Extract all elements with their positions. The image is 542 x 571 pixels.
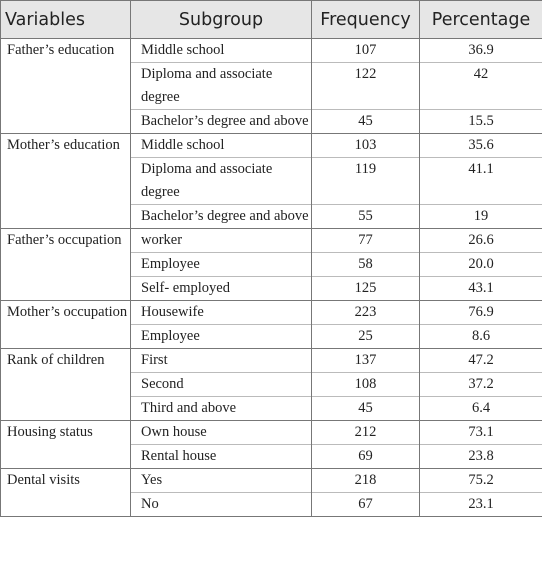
frequency-cell: 103 — [311, 133, 420, 158]
percentage-cell: 23.1 — [419, 492, 542, 517]
table-row: Employee 58 20.0 — [1, 252, 542, 277]
frequency-cell: 125 — [311, 276, 420, 301]
table-row: Housing status Own house 212 73.1 — [0, 420, 542, 469]
frequency-cell: 122 — [311, 62, 420, 110]
percentage-cell: 73.1 — [419, 420, 542, 445]
subgroup-cell: Housewife — [130, 300, 312, 325]
subgroup-cell: Employee — [130, 252, 312, 277]
variable-cell: Father’s education — [0, 38, 131, 134]
subgroup-cell: Employee — [130, 324, 312, 349]
percentage-cell: 26.6 — [419, 228, 542, 253]
subgroup-cell: Own house — [130, 420, 312, 445]
frequency-cell: 107 — [311, 38, 420, 63]
header-cell: Subgroup — [130, 0, 312, 39]
percentage-cell: 76.9 — [419, 300, 542, 325]
frequency-cell: 25 — [311, 324, 420, 349]
table-row: Employee 25 8.6 — [1, 324, 542, 349]
subgroup-cell: Third and above — [130, 396, 312, 421]
percentage-cell: 20.0 — [419, 252, 542, 277]
frequency-cell: 218 — [311, 468, 420, 493]
percentage-cell: 42 — [419, 62, 542, 110]
table-row: Bachelor’s degree and above 45 15.5 — [1, 109, 542, 134]
data-table: Variables Subgroup Frequency Percentage … — [0, 0, 542, 517]
percentage-cell: 35.6 — [419, 133, 542, 158]
frequency-cell: 69 — [311, 444, 420, 469]
subgroup-cell: Bachelor’s degree and above — [130, 204, 312, 229]
frequency-cell: 77 — [311, 228, 420, 253]
table-row: Father’s occupation worker 77 26.6 — [0, 228, 542, 301]
percentage-cell: 37.2 — [419, 372, 542, 397]
variable-cell: Rank of children — [0, 348, 131, 421]
percentage-cell: 6.4 — [419, 396, 542, 421]
frequency-cell: 212 — [311, 420, 420, 445]
subgroup-cell: worker — [130, 228, 312, 253]
header-row: Variables Subgroup Frequency Percentage — [0, 0, 542, 39]
table-row: Mother’s education Middle school 103 35.6 — [0, 133, 542, 229]
table-row: No 67 23.1 — [1, 492, 542, 517]
subgroup-cell: Middle school — [130, 133, 312, 158]
subgroup-cell: Self- employed — [130, 276, 312, 301]
table-row: Father’s education Middle school 107 36.9 — [0, 38, 542, 134]
percentage-cell: 19 — [419, 204, 542, 229]
subgroup-cell: Yes — [130, 468, 312, 493]
variable-cell: Mother’s occupation — [0, 300, 131, 349]
table-row: Bachelor’s degree and above 55 19 — [1, 204, 542, 229]
table-row: Diploma and associate degree 119 41.1 — [1, 157, 542, 205]
frequency-cell: 119 — [311, 157, 420, 205]
variable-cell: Housing status — [0, 420, 131, 469]
table-row: Rank of children First 137 47.2 — [0, 348, 542, 421]
subgroup-cell: Rental house — [130, 444, 312, 469]
percentage-cell: 8.6 — [419, 324, 542, 349]
variable-cell: Dental visits — [0, 468, 131, 517]
subgroup-cell: First — [130, 348, 312, 373]
frequency-cell: 67 — [311, 492, 420, 517]
percentage-cell: 41.1 — [419, 157, 542, 205]
table-row: Mother’s occupation Housewife 223 76.9 — [0, 300, 542, 349]
table-row: Second 108 37.2 — [1, 372, 542, 397]
subgroup-cell: Diploma and associate degree — [130, 62, 312, 110]
frequency-cell: 58 — [311, 252, 420, 277]
frequency-cell: 55 — [311, 204, 420, 229]
header-cell: Variables — [0, 0, 131, 39]
variable-cell: Mother’s education — [0, 133, 131, 229]
subgroup-cell: Bachelor’s degree and above — [130, 109, 312, 134]
subgroup-cell: Diploma and associate degree — [130, 157, 312, 205]
frequency-cell: 137 — [311, 348, 420, 373]
subgroup-cell: Second — [130, 372, 312, 397]
table-row: Dental visits Yes 218 75.2 — [0, 468, 542, 517]
percentage-cell: 23.8 — [419, 444, 542, 469]
frequency-cell: 223 — [311, 300, 420, 325]
frequency-cell: 45 — [311, 109, 420, 134]
table-row: Third and above 45 6.4 — [1, 396, 542, 421]
variable-cell: Father’s occupation — [0, 228, 131, 301]
subgroup-cell: No — [130, 492, 312, 517]
header-cell: Percentage — [419, 0, 542, 39]
percentage-cell: 15.5 — [419, 109, 542, 134]
subgroup-cell: Middle school — [130, 38, 312, 63]
header-cell: Frequency — [311, 0, 420, 39]
table-body: Father’s education Middle school 107 36.9 Di… — [0, 38, 542, 517]
table-row: Rental house 69 23.8 — [1, 444, 542, 469]
frequency-cell: 108 — [311, 372, 420, 397]
percentage-cell: 43.1 — [419, 276, 542, 301]
frequency-cell: 45 — [311, 396, 420, 421]
table-row: Self- employed 125 43.1 — [1, 276, 542, 301]
percentage-cell: 36.9 — [419, 38, 542, 63]
table-row: Diploma and associate degree 122 42 — [1, 62, 542, 110]
percentage-cell: 47.2 — [419, 348, 542, 373]
percentage-cell: 75.2 — [419, 468, 542, 493]
